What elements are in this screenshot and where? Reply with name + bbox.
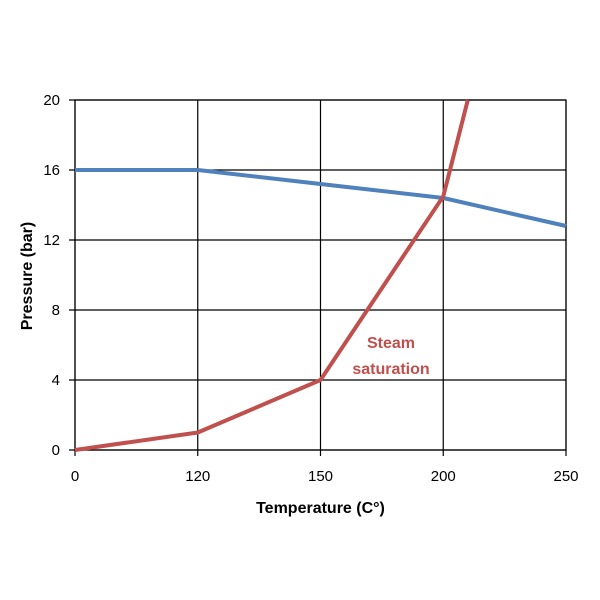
- y-tick-label: 20: [43, 92, 60, 109]
- y-axis-tick-labels: 0 4 8 12 16 20: [43, 92, 60, 459]
- annotation-line: Steam: [367, 335, 415, 352]
- x-tick-label: 150: [308, 468, 333, 485]
- y-tick-label: 8: [52, 302, 60, 319]
- steam-saturation-annotation: Steam saturation: [352, 335, 429, 378]
- x-axis-tick-labels: 0 120 150 200 250: [71, 468, 579, 485]
- x-tick-label: 0: [71, 468, 79, 485]
- y-tick-label: 12: [43, 232, 60, 249]
- x-axis-title: Temperature (C°): [256, 500, 385, 517]
- x-tick-label: 120: [185, 468, 210, 485]
- y-tick-label: 16: [43, 162, 60, 179]
- x-tick-label: 250: [553, 468, 578, 485]
- y-axis-title: Pressure (bar): [19, 222, 36, 331]
- y-tick-label: 0: [52, 442, 60, 459]
- series-lines: [74, 99, 567, 452]
- steam-saturation-line: [74, 99, 470, 452]
- blue-series-line: [75, 168, 567, 228]
- y-tick-label: 4: [52, 372, 60, 389]
- plot-area-border: [74, 99, 567, 451]
- x-tick-label: 200: [431, 468, 456, 485]
- annotation-line: saturation: [352, 361, 429, 378]
